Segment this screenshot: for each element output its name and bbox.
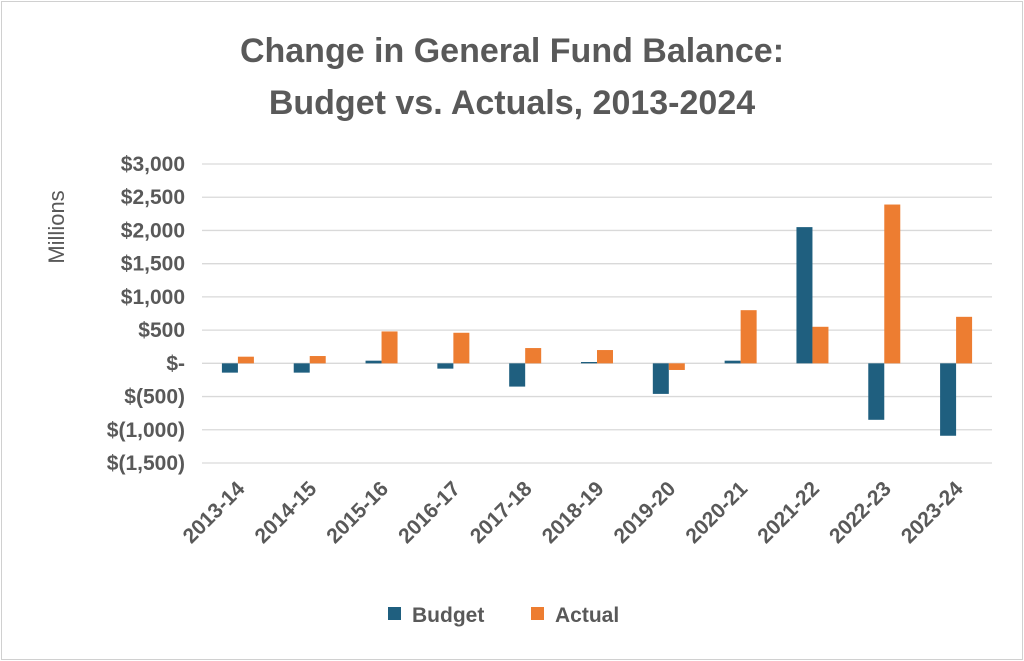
y-tick-label: $1,000	[121, 286, 185, 309]
x-tick-label: 2019-20	[610, 477, 681, 548]
y-tick-label: $1,500	[121, 253, 185, 276]
x-tick-label: 2014-15	[250, 477, 321, 548]
legend: Budget Actual	[388, 604, 619, 627]
bar-actual	[668, 363, 685, 370]
x-tick-label: 2022-23	[825, 477, 896, 548]
y-tick-label: $(1,500)	[107, 452, 185, 475]
x-tick-label: 2016-17	[394, 477, 465, 548]
bar-actual	[525, 348, 542, 364]
x-tick-label: 2013-14	[179, 477, 250, 548]
x-tick-label: 2020-21	[681, 477, 752, 548]
bar-actual	[309, 356, 326, 364]
chart-title: Change in General Fund Balance:	[240, 32, 784, 70]
bar-budget	[221, 363, 238, 373]
bar-budget	[509, 363, 526, 387]
bar-actual	[453, 332, 470, 364]
bar-budget	[724, 360, 741, 364]
legend-label-actual: Actual	[555, 604, 619, 627]
bar-actual	[884, 204, 901, 364]
bar-budget	[796, 227, 813, 364]
bar-budget	[365, 360, 382, 364]
bars	[221, 204, 973, 436]
y-tick-label: $3,000	[121, 153, 185, 176]
y-tick-label: $-	[166, 352, 185, 375]
x-tick-label: 2015-16	[322, 477, 393, 548]
gridlines	[202, 163, 992, 464]
y-tick-label: $(500)	[124, 386, 185, 409]
legend-swatch-actual	[531, 607, 544, 620]
bar-actual	[597, 350, 613, 364]
bar-budget	[437, 363, 454, 369]
bar-actual	[956, 316, 973, 364]
x-axis-ticks: 2013-14 2014-15 2015-16 2016-17 2017-18 2018-…	[179, 477, 968, 548]
bar-budget	[293, 363, 310, 373]
chart-subtitle: Budget vs. Actuals, 2013-2024	[269, 84, 755, 122]
x-tick-label: 2023-24	[897, 477, 968, 548]
y-axis-ticks: $3,000 $2,500 $2,000 $1,500 $1,000 $500 $- $(50…	[107, 153, 185, 475]
bar-budget	[652, 363, 669, 394]
x-tick-label: 2017-18	[466, 477, 537, 548]
y-tick-label: $500	[138, 319, 185, 342]
bar-actual	[740, 310, 757, 364]
bar-actual	[812, 326, 829, 364]
bar-actual	[381, 331, 398, 364]
x-tick-label: 2021-22	[753, 477, 824, 548]
bar-budget	[868, 363, 885, 420]
y-axis-title: Millions	[44, 190, 69, 263]
bar-actual	[237, 356, 254, 364]
y-tick-label: $(1,000)	[107, 419, 185, 442]
x-tick-label: 2018-19	[538, 477, 609, 548]
y-tick-label: $2,000	[121, 219, 185, 242]
legend-label-budget: Budget	[412, 604, 484, 627]
legend-swatch-budget	[388, 607, 401, 620]
y-tick-label: $2,500	[121, 186, 185, 209]
bar-budget	[581, 362, 597, 364]
bar-budget	[940, 363, 957, 436]
